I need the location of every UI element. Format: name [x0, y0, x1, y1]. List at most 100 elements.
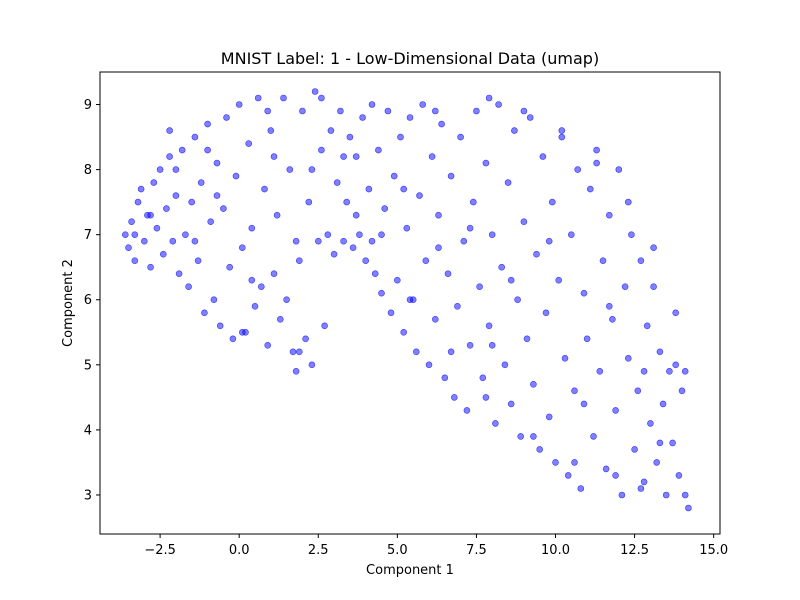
data-point [574, 166, 582, 173]
data-point [672, 309, 680, 317]
data-point [615, 166, 623, 173]
data-point [318, 146, 325, 154]
data-point [390, 172, 398, 180]
data-point [438, 120, 445, 128]
data-point [305, 198, 313, 206]
data-point [530, 433, 537, 440]
data-point [283, 296, 290, 304]
data-point [545, 237, 553, 245]
data-point [302, 335, 309, 343]
data-point [147, 263, 154, 271]
data-point [308, 361, 316, 369]
data-point [270, 270, 278, 278]
y-tick-label: 5 [84, 358, 92, 373]
data-point [381, 205, 389, 212]
data-point [624, 198, 632, 206]
data-point [397, 133, 404, 141]
data-point [295, 257, 303, 265]
data-point [586, 185, 594, 193]
data-point [286, 166, 294, 173]
data-point [131, 231, 139, 238]
x-tick-label: 5.0 [387, 543, 408, 558]
data-point [621, 283, 629, 291]
data-point [229, 335, 237, 343]
data-point [520, 107, 528, 115]
data-point [365, 185, 373, 193]
data-point [593, 159, 600, 167]
data-point [378, 231, 385, 238]
data-point [466, 341, 474, 349]
data-point [194, 257, 202, 265]
data-point [314, 237, 322, 245]
x-tick-label: 12.5 [620, 543, 649, 558]
data-point [460, 237, 468, 245]
data-point [435, 244, 442, 251]
data-point [612, 472, 619, 479]
data-point [602, 465, 610, 473]
data-point [134, 198, 142, 206]
data-point [523, 335, 531, 343]
data-point [643, 322, 651, 330]
y-axis-ticks: 3 4 5 6 7 8 9 [84, 98, 100, 503]
y-tick-label: 7 [84, 228, 92, 243]
data-point [216, 322, 224, 330]
data-point [479, 374, 487, 382]
data-point [444, 270, 452, 278]
data-point [261, 185, 268, 193]
data-point [450, 394, 458, 401]
data-point [153, 224, 161, 232]
data-point [375, 146, 382, 154]
data-point [567, 231, 575, 238]
data-point [264, 341, 272, 349]
data-point [226, 263, 233, 271]
data-point [561, 354, 569, 362]
data-point [371, 270, 379, 278]
data-point [435, 211, 442, 219]
data-point [504, 179, 512, 186]
y-tick-label: 3 [84, 488, 92, 503]
data-points [122, 88, 692, 512]
data-point [656, 439, 664, 447]
data-point [340, 237, 347, 245]
data-point [425, 361, 433, 369]
data-point [580, 289, 588, 297]
x-tick-label: 10.0 [541, 543, 570, 558]
data-point [482, 394, 490, 401]
x-tick-label: 0.0 [229, 543, 250, 558]
data-point [235, 101, 243, 108]
data-point [476, 283, 483, 291]
data-point [337, 107, 344, 115]
x-tick-label: 2.5 [308, 543, 329, 558]
data-point [609, 315, 616, 323]
data-point [666, 367, 673, 375]
x-tick-label: 15.0 [699, 543, 728, 558]
data-point [488, 341, 496, 349]
x-axis-label: Component 1 [366, 563, 454, 578]
data-point [299, 107, 306, 115]
data-point [428, 153, 436, 160]
data-point [631, 446, 638, 453]
data-point [555, 276, 563, 284]
data-point [406, 114, 414, 121]
data-point [545, 413, 553, 421]
data-point [605, 211, 613, 219]
data-point [419, 101, 427, 108]
data-point [220, 205, 227, 212]
data-point [659, 400, 667, 408]
data-point [492, 420, 499, 427]
data-point [647, 420, 654, 427]
data-point [580, 400, 588, 408]
data-point [191, 133, 199, 141]
data-point [292, 367, 300, 375]
data-point [590, 433, 597, 440]
data-point [182, 231, 189, 238]
data-point [640, 367, 648, 375]
data-point [605, 302, 613, 310]
data-point [447, 348, 455, 356]
y-tick-label: 8 [84, 163, 92, 178]
data-point [311, 88, 319, 95]
data-point [685, 504, 692, 512]
data-point [422, 257, 430, 265]
data-point [653, 459, 661, 466]
data-point [172, 166, 180, 173]
